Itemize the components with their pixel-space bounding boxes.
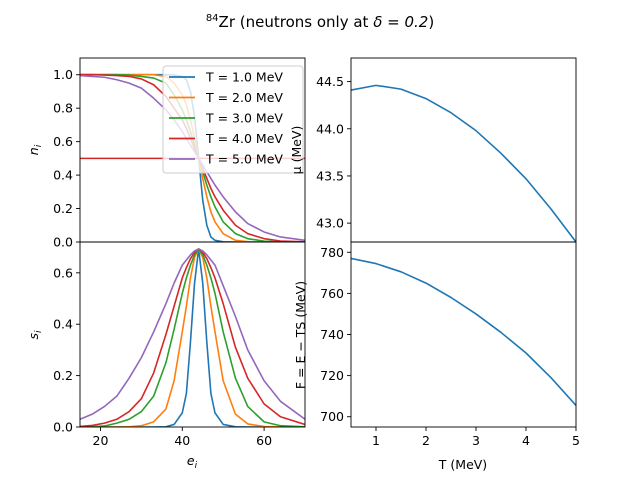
x-tick-label: 1 [372, 433, 380, 448]
x-tick-label: 5 [572, 433, 580, 448]
free-energy-y-label: F = E − TS (MeV) [293, 281, 308, 389]
axes-frame [79, 241, 306, 428]
series-line-1 [351, 257, 576, 406]
legend: T = 1.0 MeV T = 2.0 MeV T = 3.0 MeV T = 4.0… [162, 65, 304, 174]
temperature-x-label: T (MeV) [438, 457, 487, 472]
y-tick-label: 0.6 [53, 265, 73, 280]
y-tick-label: 0.2 [53, 368, 73, 383]
legend-label: T = 2.0 MeV [205, 90, 283, 105]
y-tick-label: 43.0 [316, 216, 344, 231]
y-tick-label: 43.5 [316, 168, 344, 183]
chemical-potential-panel: 43.0 43.5 44.0 44.5 [316, 57, 577, 243]
legend-label: T = 4.0 MeV [205, 131, 283, 146]
legend-label: T = 1.0 MeV [205, 70, 283, 85]
y-tick-label: 1.0 [53, 67, 73, 82]
chemical-potential-y-label: μ (MeV) [289, 126, 304, 175]
y-tick-label: 44.5 [316, 74, 344, 89]
x-tick-label: 40 [174, 433, 190, 448]
energy-x-label: ei [187, 453, 198, 471]
figure-title: 84Zr (neutrons only at δ = 0.2) [206, 13, 434, 31]
y-tick-label: 0.8 [53, 101, 73, 116]
x-tick-label: 3 [472, 433, 480, 448]
y-tick-label: 780 [320, 245, 344, 260]
title-text: Zr (neutrons only at [219, 13, 374, 31]
title-isotope-mass: 84 [206, 13, 219, 24]
legend-box [162, 65, 304, 174]
free-energy-panel: 700 720 740 760 780 1 2 3 4 5 [320, 241, 580, 448]
x-tick-label: 60 [256, 433, 272, 448]
y-tick-label: 0.2 [53, 201, 73, 216]
y-tick-label: 0.0 [53, 235, 73, 250]
entropy-y-label: si [26, 330, 44, 340]
title-suffix: ) [428, 13, 434, 31]
y-tick-label: 700 [320, 409, 344, 424]
y-tick-label: 740 [320, 327, 344, 342]
series-line-4 [80, 248, 305, 427]
legend-label: T = 5.0 MeV [205, 152, 283, 167]
title-math: δ = 0.2 [373, 13, 428, 31]
y-tick-label: 0.4 [53, 317, 73, 332]
y-tick-label: 0.0 [53, 420, 73, 435]
x-tick-label: 4 [522, 433, 530, 448]
y-tick-label: 720 [320, 368, 344, 383]
x-tick-label: 2 [422, 433, 430, 448]
x-tick-label: 20 [93, 433, 109, 448]
y-tick-label: 0.4 [53, 168, 73, 183]
legend-label: T = 3.0 MeV [205, 111, 283, 126]
y-tick-label: 44.0 [316, 121, 344, 136]
series-line-3 [80, 248, 305, 427]
y-tick-label: 760 [320, 286, 344, 301]
occupation-y-label: ni [26, 144, 44, 155]
series-line-1 [351, 84, 576, 242]
series-line-5 [80, 248, 305, 421]
entropy-panel: 0.0 0.2 0.4 0.6 20 40 60 [53, 241, 306, 448]
y-tick-label: 0.6 [53, 134, 73, 149]
